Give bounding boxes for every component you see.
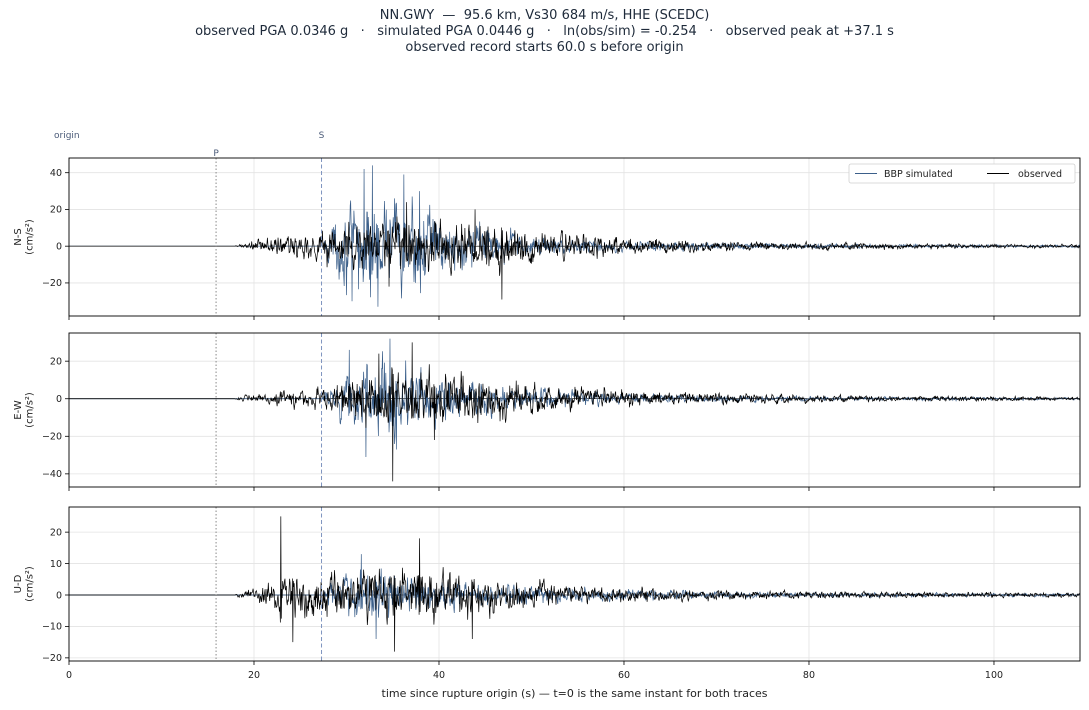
y-tick-label: 0 [56,394,62,405]
x-tick-label: 60 [618,670,630,681]
panel-frame [68,332,1081,488]
y-tick-label: −10 [42,622,62,633]
title-line-3: observed record starts 60.0 s before ori… [405,40,684,55]
y-tick-label: −20 [42,432,62,443]
x-tick-label: 100 [985,670,1003,681]
y-tick-label: 20 [50,205,62,216]
trace-simulated [69,165,1080,307]
y-axis-label: E-W(cm/s²) [13,392,36,428]
title-line-2: observed PGA 0.0346 g · simulated PGA 0.… [195,24,894,39]
y-tick-label: 10 [50,559,62,570]
x-tick-label: 0 [66,670,72,681]
y-tick-label: −40 [42,469,62,480]
legend: BBP simulated observed [848,163,1076,184]
y-tick-label: 0 [56,241,62,252]
trace-observed [69,202,1080,300]
chart-title: NN.GWY — 95.6 km, Vs30 684 m/s, HHE (SCE… [0,8,1089,56]
legend-box [848,163,1076,184]
panel-3: −20 −10 0 10 20 0 20 40 60 80 100 U-D(cm/s²) [13,506,1081,681]
x-axis-label: time since rupture origin (s) — t=0 is t… [382,687,768,700]
y-tick-label: 20 [50,527,62,538]
y-axis-label: U-D(cm/s²) [13,566,36,602]
y-tick-label: −20 [42,278,62,289]
trace-observed [69,342,1080,482]
legend-label-simulated: BBP simulated [884,169,953,180]
panel-1: −20 0 20 40 N-S(cm/s²) BBP simulated observed [13,157,1081,320]
legend-label-observed: observed [1018,169,1062,180]
marker-label-origin: origin [54,131,80,141]
x-tick-label: 80 [803,670,815,681]
y-tick-label: 40 [50,168,62,179]
trace-observed [69,516,1080,652]
x-tick-label: 40 [433,670,445,681]
panel-frame [68,157,1081,317]
marker-label-s: S [319,131,325,141]
y-tick-label: 0 [56,590,62,601]
y-tick-label: 20 [50,356,62,367]
x-tick-label: 20 [248,670,260,681]
panel-2: −40 −20 0 20 E-W(cm/s²) [13,332,1081,491]
marker-label-p: P [213,149,219,159]
y-tick-label: −20 [42,653,62,664]
panel-frame [68,506,1081,662]
title-line-1: NN.GWY — 95.6 km, Vs30 684 m/s, HHE (SCE… [379,8,710,23]
y-axis-label: N-S(cm/s²) [13,219,36,255]
